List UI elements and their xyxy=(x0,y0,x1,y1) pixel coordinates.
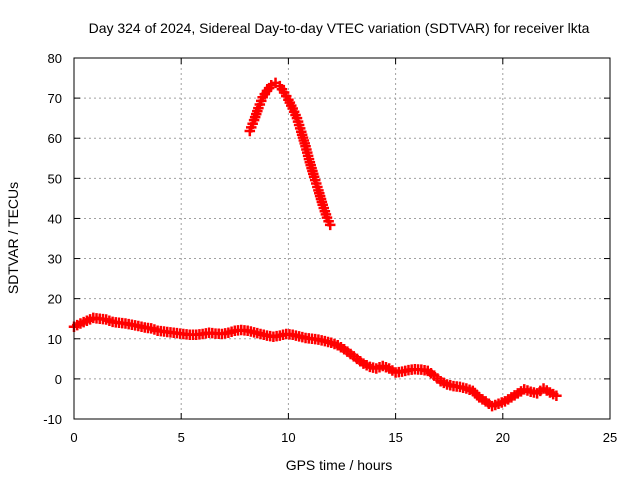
x-tick-label: 15 xyxy=(388,430,402,445)
y-tick-label: 40 xyxy=(48,211,62,226)
data-point xyxy=(551,390,562,401)
x-tick-label: 25 xyxy=(603,430,617,445)
y-axis-label: SDTVAR / TECUs xyxy=(5,182,21,294)
x-tick-label: 20 xyxy=(496,430,510,445)
y-tick-label: 80 xyxy=(48,51,62,66)
x-tick-label: 5 xyxy=(178,430,185,445)
y-tick-label: 60 xyxy=(48,131,62,146)
data-points xyxy=(68,77,562,412)
tick-labels: 0 5 10 15 20 25 -10 0 10 20 30 40 50 60 70 80 xyxy=(43,51,617,445)
x-tick-label: 10 xyxy=(281,430,295,445)
series-main-trace xyxy=(68,312,562,412)
y-tick-label: 20 xyxy=(48,292,62,307)
y-tick-label: 30 xyxy=(48,252,62,267)
grid-lines xyxy=(74,58,610,419)
y-tick-label: 50 xyxy=(48,171,62,186)
series-peak-trace xyxy=(244,77,336,231)
plot-frame xyxy=(73,57,611,420)
y-tick-label: 10 xyxy=(48,332,62,347)
y-tick-label: 70 xyxy=(48,91,62,106)
y-tick-label: 0 xyxy=(55,372,62,387)
x-tick-label: 0 xyxy=(70,430,77,445)
data-point xyxy=(324,219,336,231)
y-tick-label: -10 xyxy=(43,412,62,427)
chart-title: Day 324 of 2024, Sidereal Day-to-day VTE… xyxy=(89,20,590,36)
x-axis-label: GPS time / hours xyxy=(286,457,393,473)
